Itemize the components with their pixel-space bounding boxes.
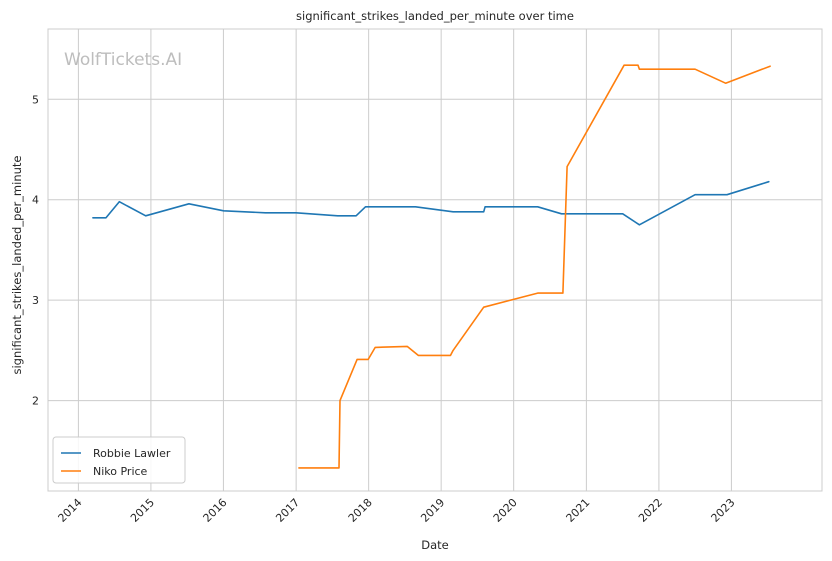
x-tick-label: 2018	[346, 496, 375, 525]
x-tick-label: 2020	[491, 496, 520, 525]
legend-label-robbie-lawler: Robbie Lawler	[93, 447, 171, 460]
x-tick-labels: 2014 2015 2016 2017 2018 2019 2020 2021 2022 2023	[56, 496, 738, 525]
y-tick-label: 3	[32, 294, 39, 307]
y-tick-labels: 2 3 4 5	[32, 93, 39, 407]
legend: Robbie Lawler Niko Price	[52, 436, 186, 484]
series-lines	[92, 64, 771, 469]
legend-box	[52, 436, 186, 484]
y-gridlines	[48, 98, 822, 402]
x-tick-label: 2023	[709, 496, 738, 525]
x-axis-label: Date	[421, 538, 449, 552]
y-axis-label: significant_strikes_landed_per_minute	[10, 156, 24, 375]
x-tick-label: 2022	[636, 496, 665, 525]
x-tick-label: 2019	[418, 496, 447, 525]
watermark-text: WolfTickets.AI	[64, 50, 182, 70]
chart-title: significant_strikes_landed_per_minute ov…	[296, 9, 574, 23]
series-line-robbie-lawler	[92, 180, 770, 226]
y-tick-label: 4	[32, 194, 39, 207]
plot-area	[48, 29, 822, 491]
legend-label-niko-price: Niko Price	[93, 465, 148, 478]
y-tick-label: 5	[32, 93, 39, 106]
x-gridlines	[77, 29, 732, 491]
x-tick-label: 2021	[564, 496, 593, 525]
plot-frame	[47, 28, 823, 492]
x-tick-label: 2015	[128, 496, 157, 525]
x-tick-label: 2016	[201, 496, 230, 525]
series-line-niko-price	[298, 64, 771, 469]
x-tick-label: 2017	[273, 496, 302, 525]
x-tick-label: 2014	[56, 496, 85, 525]
y-tick-label: 2	[32, 395, 39, 408]
